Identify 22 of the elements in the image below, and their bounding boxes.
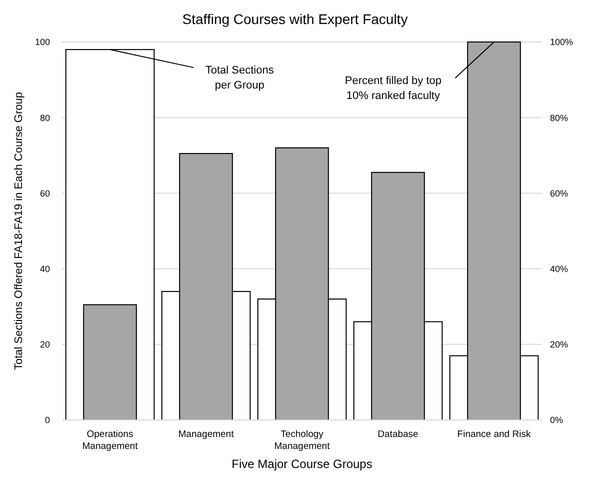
- y2-tick-label: 40%: [550, 264, 568, 274]
- y2-tick-label: 100%: [550, 37, 574, 48]
- annotation: Total Sections per Group: [205, 64, 274, 92]
- annotation: Percent filled by top 10% ranked faculty: [344, 75, 442, 102]
- y-tick-label: 40: [40, 264, 50, 274]
- y2-tick-label: 0%: [550, 415, 564, 426]
- y-tick-label: 80: [40, 112, 50, 123]
- x-axis-title: Five Major Course Groups: [232, 457, 372, 471]
- x-tick-label: Techology Management: [274, 429, 330, 452]
- y-tick-label: 20: [40, 340, 50, 350]
- y-axis-title: Total Sections Offered FA18-FA19 in Each Course Group: [13, 92, 25, 370]
- y2-tick-label: 80%: [550, 112, 568, 123]
- y-tick-label: 100: [34, 37, 50, 48]
- y2-tick-label: 20%: [550, 340, 568, 350]
- chart-title: Staffing Courses with Expert Faculty: [182, 11, 408, 27]
- x-tick-label: Database: [378, 429, 418, 440]
- x-tick-label: Management: [178, 429, 234, 440]
- x-tick-label: Finance and Risk: [457, 429, 531, 440]
- x-tick-label: Operations Management: [82, 429, 138, 452]
- y2-tick-label: 60%: [550, 188, 568, 198]
- y-tick-label: 60: [40, 188, 50, 198]
- y-tick-label: 0: [44, 415, 50, 426]
